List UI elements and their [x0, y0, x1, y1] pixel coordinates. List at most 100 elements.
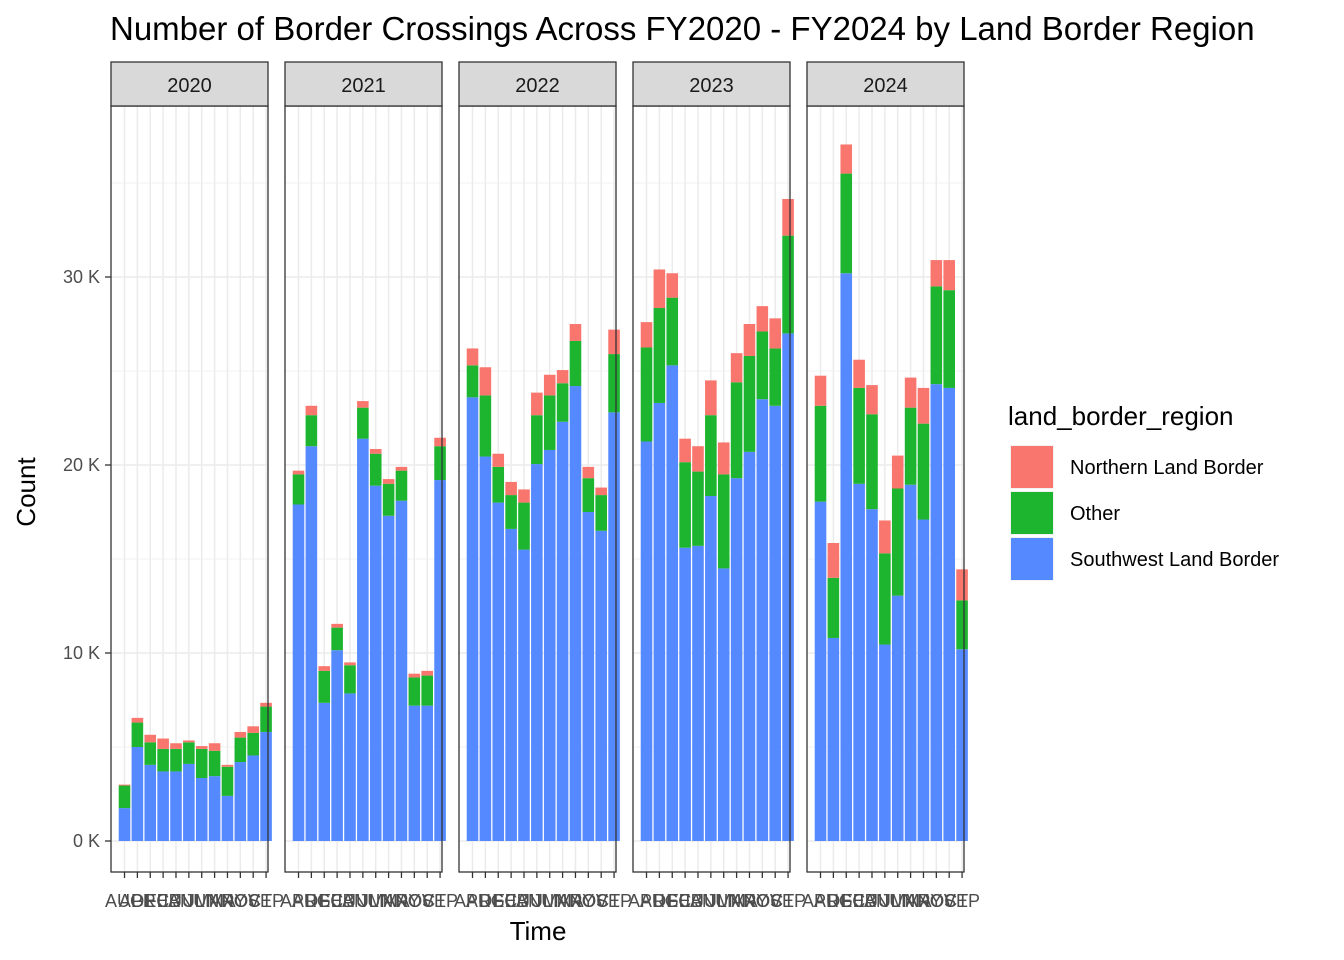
bar-southwest-2022-AUG — [479, 456, 492, 841]
x-tick-label: JUL — [869, 891, 901, 911]
bar-other-2020-JAN — [170, 748, 182, 772]
x-tick-label: JUN — [880, 891, 915, 911]
bar-northern-2020-JAN — [170, 743, 182, 749]
bar-southwest-2023-MAY — [743, 451, 756, 841]
bar-other-2024-JAN — [866, 414, 878, 510]
bar-southwest-2020-JUN — [195, 778, 208, 841]
legend-entry-label: Northern Land Border — [1070, 457, 1264, 479]
bar-northern-2021-JUN — [369, 449, 382, 454]
x-tick-label: SEP — [770, 891, 806, 911]
bar-northern-2020-OCT — [247, 726, 259, 733]
bar-southwest-2024-JAN — [866, 509, 878, 841]
x-tick-label: OCT — [930, 891, 968, 911]
bar-northern-2022-JUL — [531, 392, 543, 416]
x-tick-label: JAN — [159, 891, 193, 911]
bar-northern-2020-MAR — [208, 743, 221, 751]
bar-other-2024-OCT — [943, 290, 955, 388]
facet-strip — [632, 61, 791, 107]
bar-other-2020-SEP — [260, 706, 272, 732]
bar-other-2022-JUL — [531, 415, 543, 465]
bar-other-2023-AUG — [653, 308, 666, 403]
bar-southwest-2023-APR — [640, 441, 653, 841]
bar-southwest-2022-MAY — [569, 386, 582, 841]
facet-strip-label: 2023 — [689, 75, 734, 97]
bar-other-2024-FEB — [853, 387, 865, 484]
bar-southwest-2020-MAR — [208, 776, 221, 841]
x-tick-label: APR — [454, 891, 491, 911]
x-tick-label: DEC — [131, 891, 169, 911]
bar-southwest-2024-APR — [814, 501, 827, 841]
bar-southwest-2022-FEB — [505, 528, 517, 841]
facet-strip-label: 2024 — [863, 75, 908, 97]
facet-strip — [458, 61, 617, 107]
bar-northern-2024-FEB — [853, 359, 865, 388]
bar-northern-2021-JAN — [344, 662, 356, 666]
y-tick-label: 10 K — [63, 643, 100, 663]
legend: land_border_region Northern Land Border O… — [1008, 401, 1279, 581]
bar-other-2024-NOV — [930, 286, 943, 385]
x-tick-label: DEC — [653, 891, 691, 911]
bar-other-2021-DEC — [318, 670, 331, 703]
bar-northern-2021-APR — [292, 470, 305, 475]
bar-southwest-2021-SEP — [434, 480, 446, 841]
bar-southwest-2020-JUL — [183, 763, 195, 841]
x-tick-label: JUL — [347, 891, 379, 911]
x-tick-label: JUN — [358, 891, 393, 911]
x-tick-label: NOV — [743, 891, 782, 911]
bar-southwest-2024-MAY — [917, 519, 930, 841]
bar-northern-2020-SEP — [260, 702, 272, 707]
x-tick-label: NOV — [395, 891, 434, 911]
x-tick-label: DEC — [827, 891, 865, 911]
x-tick-label: MAY — [557, 891, 595, 911]
bar-southwest-2021-JAN — [344, 693, 356, 841]
bar-northern-2024-APR — [814, 375, 827, 406]
x-tick-label: NOV — [221, 891, 260, 911]
bar-southwest-2023-AUG — [653, 402, 666, 841]
bar-southwest-2023-NOV — [756, 399, 769, 841]
x-axis-title: Time — [510, 916, 567, 946]
bar-southwest-2021-NOV — [408, 705, 421, 841]
bar-other-2024-JUN — [891, 488, 904, 596]
x-tick-label: AUG — [466, 891, 505, 911]
y-axis-title: Count — [11, 457, 41, 527]
bar-southwest-2020-AUG — [118, 808, 131, 841]
x-tick-label: JUN — [184, 891, 219, 911]
x-tick-label: MAR — [543, 891, 583, 911]
bar-southwest-2021-OCT — [421, 705, 433, 841]
bar-southwest-2022-JUL — [531, 464, 543, 841]
bar-southwest-2021-DEC — [318, 702, 331, 841]
bar-northern-2020-FEB — [157, 738, 169, 749]
bar-southwest-2021-APR — [292, 504, 305, 841]
facet-strip — [806, 61, 965, 107]
legend-title: land_border_region — [1008, 401, 1234, 431]
x-tick-label: SEP — [944, 891, 980, 911]
facet-strip-label: 2022 — [515, 75, 560, 97]
x-tick-label: FEB — [494, 891, 529, 911]
bar-other-2023-JUL — [705, 415, 717, 497]
bar-other-2021-MAR — [382, 483, 395, 516]
x-tick-label: MAY — [209, 891, 247, 911]
bar-other-2021-AUG — [305, 415, 318, 447]
x-tick-label: SEP — [248, 891, 284, 911]
bar-other-2023-MAR — [730, 382, 743, 479]
bar-northern-2021-FEB — [331, 623, 343, 628]
bar-northern-2023-AUG — [653, 269, 666, 309]
bar-southwest-2020-SEP — [260, 731, 272, 841]
bar-other-2022-SEP — [608, 354, 620, 413]
bar-other-2020-AUG — [118, 785, 131, 809]
x-tick-label: JUN — [706, 891, 741, 911]
bar-other-2023-SEP — [782, 235, 794, 334]
bar-northern-2022-JUN — [543, 374, 556, 396]
bar-northern-2023-MAR — [730, 353, 743, 383]
bar-other-2023-APR — [640, 347, 653, 442]
bar-southwest-2022-JAN — [518, 549, 530, 841]
bar-northern-2020-APR — [131, 717, 144, 723]
bar-southwest-2023-JAN — [692, 545, 704, 841]
bar-southwest-2024-MAR — [904, 484, 917, 841]
x-tick-label: APR — [628, 891, 665, 911]
bar-northern-2023-JAN — [692, 446, 704, 472]
